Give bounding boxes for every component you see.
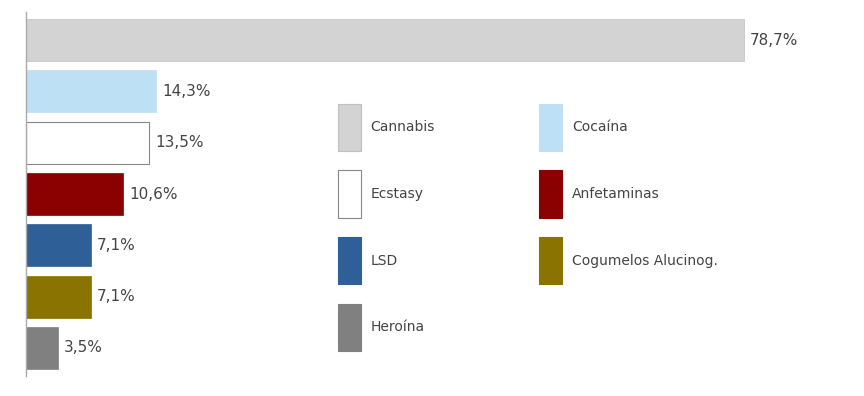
FancyBboxPatch shape bbox=[539, 104, 562, 151]
Bar bbox=[26, 19, 744, 61]
Text: 13,5%: 13,5% bbox=[156, 135, 204, 150]
Text: 7,1%: 7,1% bbox=[97, 238, 136, 253]
Bar bbox=[26, 327, 58, 369]
FancyBboxPatch shape bbox=[539, 237, 562, 284]
Text: 7,1%: 7,1% bbox=[97, 289, 136, 304]
Text: LSD: LSD bbox=[371, 254, 398, 268]
FancyBboxPatch shape bbox=[539, 170, 562, 218]
Text: Ecstasy: Ecstasy bbox=[371, 187, 423, 201]
Text: 78,7%: 78,7% bbox=[750, 32, 798, 48]
Bar bbox=[26, 224, 91, 267]
Bar bbox=[26, 70, 156, 112]
Bar bbox=[26, 173, 123, 215]
FancyBboxPatch shape bbox=[338, 170, 361, 218]
Text: 10,6%: 10,6% bbox=[129, 187, 177, 202]
Text: Cannabis: Cannabis bbox=[371, 120, 435, 134]
Text: Heroína: Heroína bbox=[371, 320, 425, 335]
FancyBboxPatch shape bbox=[338, 104, 361, 151]
Text: 3,5%: 3,5% bbox=[64, 341, 103, 356]
Text: Cogumelos Alucinog.: Cogumelos Alucinog. bbox=[572, 254, 718, 268]
FancyBboxPatch shape bbox=[338, 237, 361, 284]
Text: Anfetaminas: Anfetaminas bbox=[572, 187, 659, 201]
Text: 14,3%: 14,3% bbox=[162, 84, 211, 99]
Bar bbox=[26, 276, 91, 318]
FancyBboxPatch shape bbox=[338, 304, 361, 351]
Bar bbox=[26, 122, 149, 164]
Text: Cocaína: Cocaína bbox=[572, 120, 627, 134]
